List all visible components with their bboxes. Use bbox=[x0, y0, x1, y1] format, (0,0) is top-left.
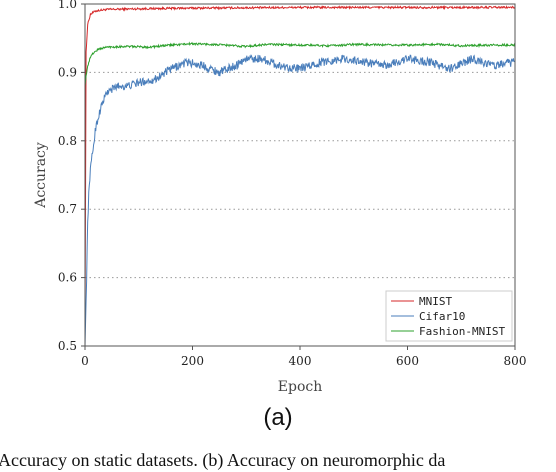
legend-entry: Cifar10 bbox=[419, 310, 465, 323]
y-tick-label: 0.8 bbox=[58, 134, 77, 148]
series-lines bbox=[84, 4, 516, 347]
legend-entry: Fashion-MNIST bbox=[419, 325, 505, 338]
y-tick-label: 0.6 bbox=[58, 271, 77, 285]
y-axis-label: Accuracy bbox=[33, 142, 49, 209]
x-tick-label: 600 bbox=[396, 354, 419, 368]
series-line-cifar10 bbox=[84, 54, 516, 347]
series-line-fashion-mnist bbox=[84, 41, 516, 87]
accuracy-chart: 0.5 0.6 0.7 0.8 0.9 1.0 0 200 400 600 800 Epoch Ac… bbox=[33, 0, 527, 395]
x-axis-label: Epoch bbox=[278, 379, 322, 395]
panel-label: (a) bbox=[263, 404, 293, 431]
y-tick-label: 0.5 bbox=[58, 339, 77, 353]
series-line-mnist bbox=[84, 4, 516, 333]
axis-ticks: 0.5 0.6 0.7 0.8 0.9 1.0 0 200 400 600 800 bbox=[58, 0, 527, 368]
figure-caption: Accuracy on static datasets. (b) Accurac… bbox=[0, 450, 446, 470]
x-tick-label: 800 bbox=[504, 354, 527, 368]
legend: MNIST Cifar10 Fashion-MNIST bbox=[385, 290, 513, 342]
y-tick-label: 1.0 bbox=[58, 0, 77, 11]
x-tick-label: 0 bbox=[81, 354, 89, 368]
legend-entry: MNIST bbox=[419, 295, 452, 308]
y-tick-label: 0.9 bbox=[58, 65, 77, 79]
x-tick-label: 200 bbox=[181, 354, 204, 368]
x-tick-label: 400 bbox=[289, 354, 312, 368]
y-tick-label: 0.7 bbox=[58, 202, 77, 216]
